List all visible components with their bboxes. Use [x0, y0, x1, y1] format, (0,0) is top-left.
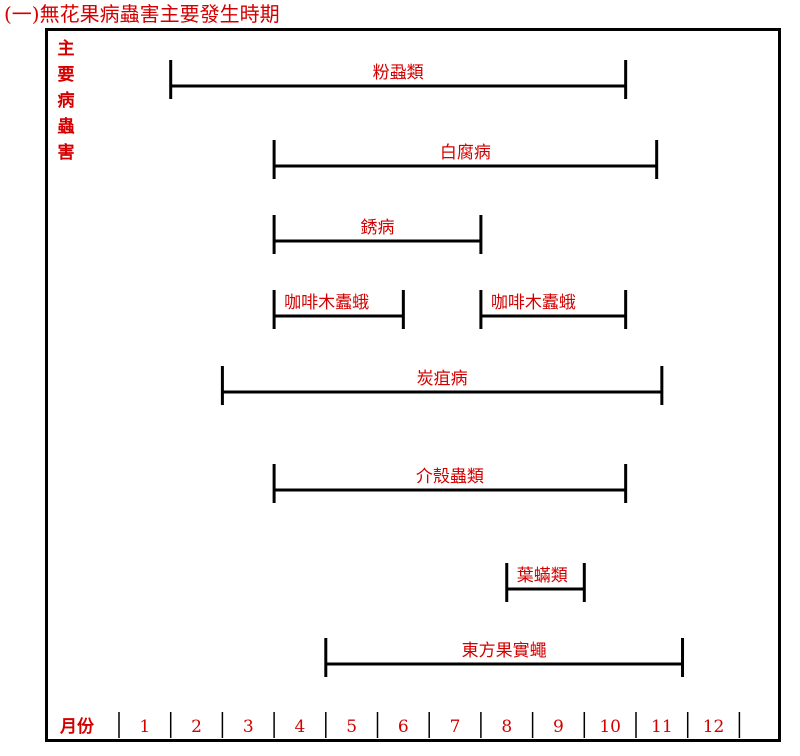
pest-label: 粉蝨類 [373, 63, 424, 83]
vertical-label-char: 主 [57, 39, 75, 59]
month-label: 4 [295, 717, 306, 737]
month-label: 7 [450, 717, 461, 737]
month-label: 11 [651, 717, 673, 737]
vertical-label-char: 要 [57, 65, 75, 85]
pest-label: 炭疽病 [417, 369, 468, 389]
month-label: 10 [599, 717, 621, 737]
diagram-title: (一)無花果病蟲害主要發生時期 [4, 2, 280, 26]
month-label: 2 [191, 717, 202, 737]
month-label: 9 [553, 717, 564, 737]
pest-label: 白腐病 [440, 143, 491, 163]
month-label: 5 [346, 717, 357, 737]
pest-label: 銹病 [361, 218, 395, 238]
vertical-label-char: 病 [57, 91, 75, 111]
vertical-label: 主 要 病 蟲 害 [56, 36, 76, 166]
month-label: 1 [139, 717, 150, 737]
month-label: 6 [398, 717, 409, 737]
axis-title: 月份 [59, 716, 95, 737]
month-label: 12 [703, 717, 725, 737]
pest-label: 介殼蟲類 [416, 467, 484, 487]
vertical-label-char: 害 [57, 143, 75, 163]
vertical-label-char: 蟲 [57, 117, 75, 137]
pest-label: 葉蟎類 [517, 566, 568, 586]
pest-label: 東方果實蠅 [462, 641, 547, 661]
pest-label: 咖啡木蠹蛾 [284, 293, 369, 313]
month-label: 3 [243, 717, 254, 737]
diagram-frame [45, 28, 781, 742]
pest-label: 咖啡木蠹蛾 [491, 293, 576, 313]
month-label: 8 [501, 717, 512, 737]
